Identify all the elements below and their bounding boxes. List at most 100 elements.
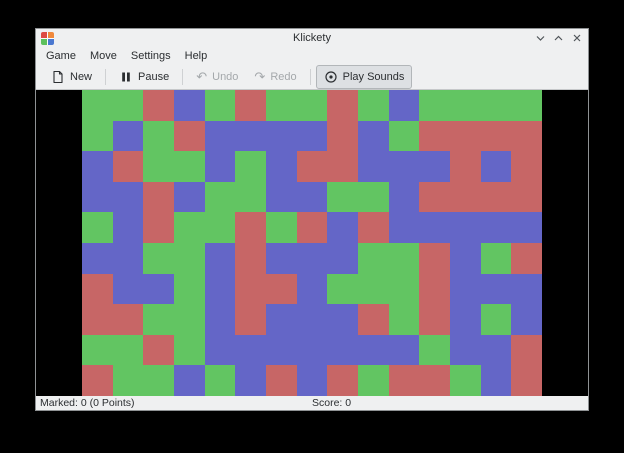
pause-button[interactable]: Pause: [111, 65, 177, 89]
block-r3c4-G[interactable]: [204, 181, 236, 213]
block-r4c12-B[interactable]: [449, 212, 481, 243]
block-r0c13-G[interactable]: [480, 90, 512, 121]
block-r5c9-G[interactable]: [357, 243, 389, 274]
block-r9c13-B[interactable]: [480, 365, 512, 396]
block-r7c12-B[interactable]: [449, 304, 481, 335]
block-r4c2-R[interactable]: [143, 212, 174, 243]
block-r3c13-R[interactable]: [480, 181, 512, 213]
block-r2c7-R[interactable]: [296, 151, 328, 182]
block-r0c10-B[interactable]: [388, 90, 420, 121]
block-r3c9-G[interactable]: [357, 181, 389, 213]
block-r6c12-B[interactable]: [449, 273, 481, 305]
block-r1c10-G[interactable]: [388, 120, 420, 152]
block-r6c11-R[interactable]: [419, 273, 450, 305]
block-r7c8-B[interactable]: [327, 304, 358, 335]
block-r6c13-B[interactable]: [480, 273, 512, 305]
block-r6c5-R[interactable]: [235, 273, 266, 305]
block-r1c1-B[interactable]: [112, 120, 144, 152]
maximize-icon[interactable]: [552, 32, 565, 45]
block-r2c5-G[interactable]: [235, 151, 266, 182]
block-r4c1-B[interactable]: [112, 212, 144, 243]
block-r3c2-R[interactable]: [143, 181, 174, 213]
block-r3c0-B[interactable]: [82, 181, 113, 213]
block-r3c5-G[interactable]: [235, 181, 266, 213]
block-r5c14-R[interactable]: [511, 243, 542, 274]
block-r7c14-B[interactable]: [511, 304, 542, 335]
block-r8c0-G[interactable]: [82, 334, 113, 366]
block-r5c12-B[interactable]: [449, 243, 481, 274]
block-r2c10-B[interactable]: [388, 151, 420, 182]
block-r6c10-G[interactable]: [388, 273, 420, 305]
block-r8c8-B[interactable]: [327, 334, 358, 366]
block-r9c7-B[interactable]: [296, 365, 328, 396]
block-r7c11-R[interactable]: [419, 304, 450, 335]
block-r6c2-B[interactable]: [143, 273, 174, 305]
block-r3c6-B[interactable]: [265, 181, 297, 213]
block-r5c6-B[interactable]: [265, 243, 297, 274]
block-r9c12-G[interactable]: [449, 365, 481, 396]
block-r8c3-G[interactable]: [173, 334, 205, 366]
block-r2c14-R[interactable]: [511, 151, 542, 182]
block-r3c10-B[interactable]: [388, 181, 420, 213]
block-r9c11-R[interactable]: [419, 365, 450, 396]
block-r7c0-R[interactable]: [82, 304, 113, 335]
block-r4c5-R[interactable]: [235, 212, 266, 243]
close-icon[interactable]: [570, 32, 583, 45]
block-r9c14-R[interactable]: [511, 365, 542, 396]
block-r6c6-R[interactable]: [265, 273, 297, 305]
block-r2c12-R[interactable]: [449, 151, 481, 182]
block-r9c1-G[interactable]: [112, 365, 144, 396]
block-r0c14-G[interactable]: [511, 90, 542, 121]
block-r9c10-R[interactable]: [388, 365, 420, 396]
block-r4c14-B[interactable]: [511, 212, 542, 243]
block-r2c9-B[interactable]: [357, 151, 389, 182]
block-r1c3-R[interactable]: [173, 120, 205, 152]
block-r4c9-R[interactable]: [357, 212, 389, 243]
block-r3c12-R[interactable]: [449, 181, 481, 213]
block-r5c1-B[interactable]: [112, 243, 144, 274]
block-r2c6-B[interactable]: [265, 151, 297, 182]
block-r6c3-G[interactable]: [173, 273, 205, 305]
block-r7c1-R[interactable]: [112, 304, 144, 335]
block-r0c11-G[interactable]: [419, 90, 450, 121]
block-r0c4-G[interactable]: [204, 90, 236, 121]
block-r8c12-B[interactable]: [449, 334, 481, 366]
block-r3c11-R[interactable]: [419, 181, 450, 213]
block-r2c1-R[interactable]: [112, 151, 144, 182]
block-r2c8-R[interactable]: [327, 151, 358, 182]
block-r1c0-G[interactable]: [82, 120, 113, 152]
play-sounds-button[interactable]: Play Sounds: [315, 64, 413, 89]
block-r9c2-G[interactable]: [143, 365, 174, 396]
block-r8c10-B[interactable]: [388, 334, 420, 366]
minimize-icon[interactable]: [534, 32, 547, 45]
menu-settings[interactable]: Settings: [130, 49, 171, 62]
block-r5c4-B[interactable]: [204, 243, 236, 274]
block-r3c3-B[interactable]: [173, 181, 205, 213]
block-r5c3-G[interactable]: [173, 243, 205, 274]
block-r2c4-B[interactable]: [204, 151, 236, 182]
block-r1c11-R[interactable]: [419, 120, 450, 152]
block-r7c5-R[interactable]: [235, 304, 266, 335]
block-r2c11-B[interactable]: [419, 151, 450, 182]
block-r6c8-G[interactable]: [327, 273, 358, 305]
block-r8c11-G[interactable]: [419, 334, 450, 366]
block-r1c5-B[interactable]: [235, 120, 266, 152]
block-r6c1-B[interactable]: [112, 273, 144, 305]
block-r1c7-B[interactable]: [296, 120, 328, 152]
block-r1c12-R[interactable]: [449, 120, 481, 152]
block-r5c5-R[interactable]: [235, 243, 266, 274]
block-r2c0-B[interactable]: [82, 151, 113, 182]
block-r4c4-G[interactable]: [204, 212, 236, 243]
block-r1c2-G[interactable]: [143, 120, 174, 152]
block-r3c1-B[interactable]: [112, 181, 144, 213]
block-r9c0-R[interactable]: [82, 365, 113, 396]
block-r7c13-G[interactable]: [480, 304, 512, 335]
block-r3c14-R[interactable]: [511, 181, 542, 213]
block-r6c14-B[interactable]: [511, 273, 542, 305]
block-r5c2-G[interactable]: [143, 243, 174, 274]
block-r5c13-G[interactable]: [480, 243, 512, 274]
block-r9c5-B[interactable]: [235, 365, 266, 396]
block-r5c8-B[interactable]: [327, 243, 358, 274]
block-r4c13-B[interactable]: [480, 212, 512, 243]
block-r6c0-R[interactable]: [82, 273, 113, 305]
